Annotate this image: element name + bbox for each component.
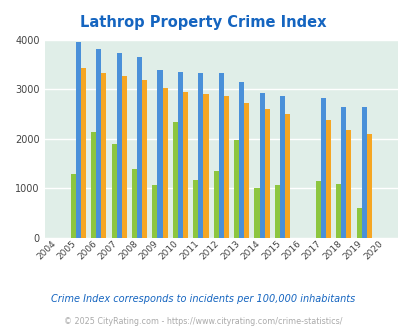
Bar <box>162 88 167 238</box>
Text: © 2025 CityRating.com - https://www.cityrating.com/crime-statistics/: © 2025 CityRating.com - https://www.city… <box>64 317 341 326</box>
Text: Lathrop Property Crime Index: Lathrop Property Crime Index <box>79 15 326 30</box>
Bar <box>233 140 239 238</box>
Bar <box>361 107 366 238</box>
Bar <box>101 73 106 238</box>
Bar <box>218 73 223 238</box>
Bar <box>96 49 101 238</box>
Bar <box>284 115 290 238</box>
Bar <box>203 94 208 238</box>
Bar <box>81 68 86 238</box>
Bar <box>122 76 126 238</box>
Bar <box>111 144 116 238</box>
Bar <box>335 183 340 238</box>
Bar <box>157 70 162 238</box>
Bar <box>366 134 371 238</box>
Bar <box>340 107 345 238</box>
Bar <box>239 82 244 238</box>
Bar <box>213 171 218 238</box>
Bar <box>279 96 284 238</box>
Bar <box>244 103 249 238</box>
Bar <box>142 80 147 238</box>
Bar <box>223 96 228 238</box>
Bar <box>152 185 157 238</box>
Bar <box>356 208 361 238</box>
Bar <box>70 174 76 238</box>
Bar <box>193 180 198 238</box>
Bar <box>137 57 142 238</box>
Bar <box>320 98 325 238</box>
Bar <box>254 187 259 238</box>
Bar <box>173 122 177 238</box>
Bar <box>259 92 264 238</box>
Bar <box>345 130 351 238</box>
Bar <box>198 73 203 238</box>
Bar <box>325 120 330 238</box>
Bar <box>132 169 137 238</box>
Bar <box>264 109 269 238</box>
Bar <box>76 42 81 238</box>
Bar <box>116 53 121 238</box>
Bar <box>91 132 96 238</box>
Bar <box>177 72 183 238</box>
Text: Crime Index corresponds to incidents per 100,000 inhabitants: Crime Index corresponds to incidents per… <box>51 294 354 304</box>
Bar <box>274 185 279 238</box>
Bar <box>315 181 320 238</box>
Bar <box>183 92 188 238</box>
